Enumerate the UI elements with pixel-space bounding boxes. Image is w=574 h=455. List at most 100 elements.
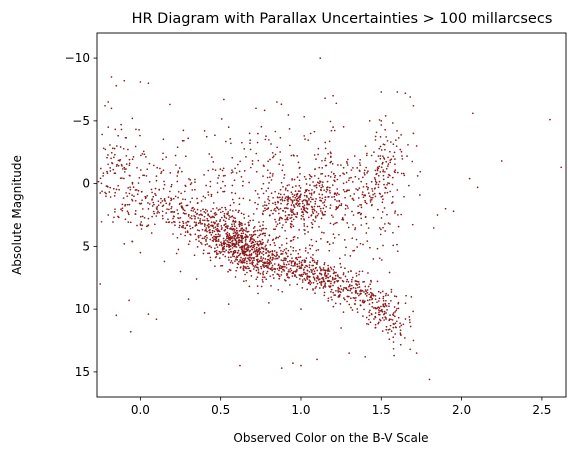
scatter-point	[175, 252, 178, 255]
scatter-point	[313, 261, 316, 264]
scatter-point	[216, 227, 219, 230]
scatter-point	[138, 129, 140, 131]
scatter-point	[303, 277, 306, 280]
scatter-point	[152, 210, 155, 213]
scatter-point	[395, 145, 398, 148]
scatter-point	[304, 279, 307, 281]
scatter-point	[282, 259, 284, 262]
scatter-point	[398, 326, 401, 328]
scatter-point	[225, 225, 228, 228]
scatter-point	[387, 182, 389, 184]
scatter-point	[334, 180, 336, 183]
scatter-point	[278, 275, 281, 278]
scatter-point	[228, 248, 231, 251]
scatter-point	[261, 212, 264, 215]
scatter-point	[119, 146, 122, 148]
scatter-point	[329, 275, 332, 277]
scatter-point	[295, 276, 298, 279]
scatter-point	[360, 290, 363, 292]
scatter-point	[323, 294, 326, 297]
scatter-point	[278, 163, 281, 165]
scatter-point	[269, 172, 272, 174]
scatter-point	[260, 257, 262, 260]
scatter-point	[345, 280, 348, 283]
scatter-point	[382, 161, 384, 164]
scatter-point	[192, 206, 194, 209]
y-axis-title: Absolute Magnitude	[10, 155, 24, 275]
scatter-point	[337, 275, 339, 278]
scatter-point	[336, 221, 338, 224]
scatter-point	[255, 258, 258, 261]
scatter-point	[345, 246, 347, 249]
scatter-point	[255, 246, 258, 249]
scatter-point	[319, 57, 322, 59]
scatter-point	[361, 270, 364, 273]
scatter-point	[335, 205, 338, 208]
scatter-point	[239, 266, 242, 269]
scatter-point	[155, 179, 158, 182]
scatter-point	[223, 214, 226, 217]
scatter-point	[374, 295, 377, 297]
scatter-point	[357, 212, 359, 214]
scatter-point	[125, 192, 127, 194]
scatter-point	[233, 235, 235, 237]
scatter-point	[234, 231, 236, 234]
scatter-point	[123, 166, 126, 169]
scatter-point	[370, 279, 372, 282]
scatter-point	[371, 196, 374, 199]
scatter-point	[293, 263, 296, 266]
scatter-point	[265, 278, 268, 281]
scatter-point	[391, 195, 394, 198]
scatter-point	[365, 202, 368, 205]
scatter-point	[127, 221, 130, 223]
scatter-point	[169, 172, 172, 174]
scatter-point	[299, 196, 302, 198]
scatter-point	[265, 227, 267, 230]
scatter-point	[255, 269, 258, 272]
scatter-point	[397, 213, 399, 216]
scatter-point	[155, 215, 158, 217]
scatter-point	[214, 247, 216, 250]
scatter-point	[356, 311, 359, 314]
scatter-point	[233, 220, 236, 223]
scatter-point	[298, 198, 301, 201]
scatter-point	[396, 171, 399, 174]
scatter-point	[229, 204, 232, 207]
scatter-point	[291, 209, 293, 212]
scatter-point	[283, 259, 286, 261]
scatter-point	[231, 171, 234, 173]
scatter-point	[127, 186, 130, 189]
scatter-point	[365, 182, 368, 185]
scatter-point	[216, 223, 219, 226]
scatter-point	[207, 219, 210, 222]
scatter-point	[249, 148, 252, 151]
scatter-point	[221, 206, 223, 209]
scatter-point	[275, 237, 277, 240]
scatter-point	[240, 237, 243, 239]
scatter-point	[251, 235, 254, 238]
scatter-point	[329, 161, 332, 164]
scatter-point	[274, 190, 277, 193]
scatter-point	[294, 275, 296, 277]
scatter-point	[387, 294, 390, 296]
scatter-point	[267, 265, 269, 267]
scatter-point	[174, 154, 177, 157]
scatter-point	[364, 355, 367, 358]
scatter-point	[287, 276, 290, 279]
scatter-point	[159, 167, 161, 170]
scatter-point	[252, 213, 255, 215]
scatter-point	[293, 235, 296, 238]
scatter-point	[151, 199, 153, 201]
scatter-point	[347, 226, 350, 229]
scatter-point	[131, 198, 133, 201]
scatter-point	[99, 283, 102, 285]
scatter-point	[244, 233, 247, 236]
scatter-point	[271, 250, 274, 253]
scatter-point	[238, 197, 241, 200]
scatter-point	[394, 171, 396, 174]
scatter-point	[243, 259, 245, 262]
scatter-point	[269, 268, 272, 271]
scatter-point	[193, 208, 196, 210]
scatter-point	[102, 147, 105, 150]
